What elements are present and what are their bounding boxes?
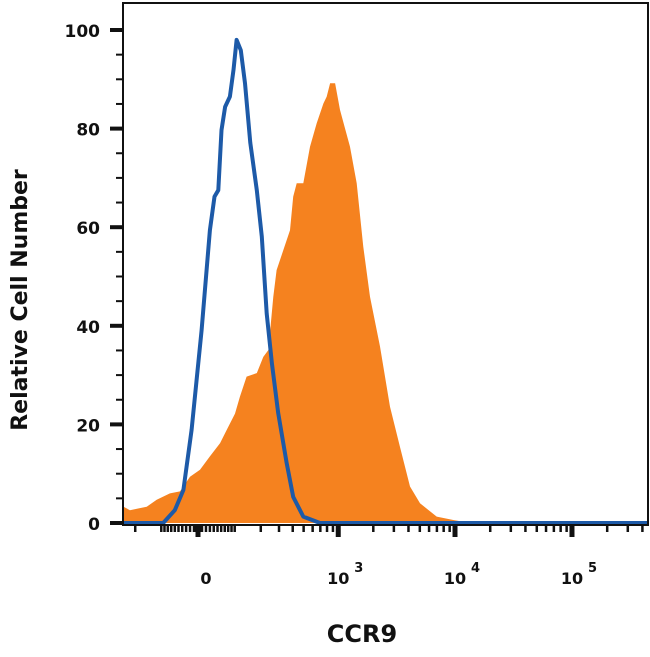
x-tick-exponent: 4 (471, 561, 480, 576)
plot-frame (122, 2, 649, 526)
outline-histogram (123, 37, 648, 525)
x-axis-label: CCR9 (327, 620, 397, 648)
y-tick-label: 40 (76, 318, 100, 338)
x-tick-label: 10 4 (444, 561, 480, 588)
x-tick-label: 10 3 (327, 561, 363, 588)
axes: 0 20 40 60 80 100 0 10 3 10 4 10 5 (65, 2, 649, 588)
y-tick-label: 80 (76, 121, 100, 141)
y-tick-label: 100 (65, 22, 101, 42)
x-tick-exponent: 5 (588, 561, 597, 576)
x-tick-base: 10 (444, 569, 466, 588)
x-tick-label: 10 5 (561, 561, 597, 588)
x-tick-base: 10 (327, 569, 349, 588)
x-tick-label: 0 (200, 569, 211, 588)
x-tick-base: 10 (561, 569, 583, 588)
x-tick-exponent: 3 (354, 561, 363, 576)
y-tick-label: 60 (76, 219, 100, 239)
y-axis-label: Relative Cell Number (8, 169, 33, 431)
y-tick-label: 0 (88, 515, 100, 535)
filled-histogram (123, 83, 648, 523)
y-tick-label: 20 (76, 416, 100, 436)
x-tick-base: 0 (200, 569, 211, 588)
plot-area (123, 37, 648, 525)
